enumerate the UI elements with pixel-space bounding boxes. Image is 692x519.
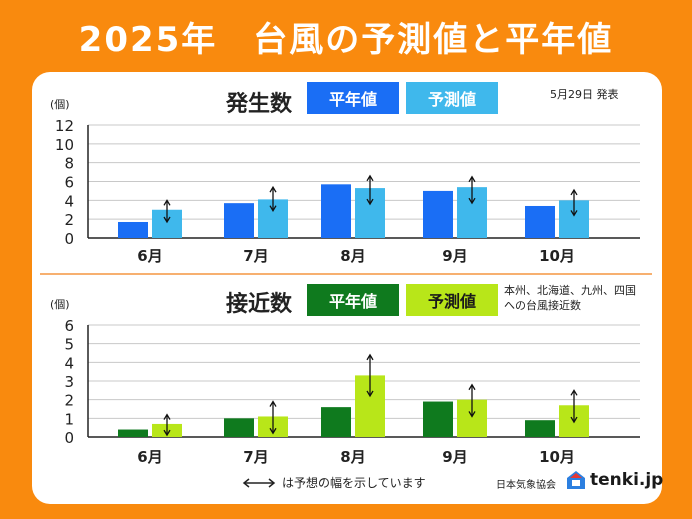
- gen-ytick-label: 12: [55, 117, 74, 135]
- gen-ytick-label: 8: [64, 155, 74, 173]
- app-category-label: 8月: [340, 448, 365, 466]
- app-category-label: 7月: [243, 448, 268, 466]
- app-ytick-label: 1: [64, 410, 74, 428]
- gen-range-arrow-head-top: [269, 185, 277, 193]
- app-ytick-label: 6: [64, 317, 74, 335]
- app-category-label: 6月: [137, 448, 162, 466]
- gen-ytick-label: 0: [64, 230, 74, 248]
- gen-range-arrow-head-top: [163, 199, 171, 206]
- app-ytick-label: 5: [64, 336, 74, 354]
- gen-range-arrow-head-top: [366, 174, 374, 182]
- gen-category-label: 9月: [442, 247, 467, 265]
- gen-range-arrow-head-bottom: [468, 197, 476, 205]
- app-ytick-label: 3: [64, 373, 74, 391]
- page-title: 2025年 台風の予測値と平年値: [78, 19, 614, 60]
- range-legend: は予想の幅を示しています: [242, 474, 426, 491]
- app-range-arrow-head-top: [570, 389, 578, 396]
- gen-category-label: 8月: [340, 247, 365, 265]
- gen-ytick-label: 6: [64, 174, 74, 192]
- app-ytick-label: 2: [64, 392, 74, 410]
- app-bar-normal: [423, 401, 453, 437]
- approach-note-line-2: への台風接近数: [504, 299, 581, 312]
- range-legend-text: は予想の幅を示しています: [282, 476, 426, 490]
- gen-bar-normal: [118, 221, 148, 238]
- gen-bar-normal: [525, 205, 555, 238]
- jwa-credit: 日本気象協会: [496, 480, 556, 491]
- app-range-arrow-head-bottom: [366, 390, 374, 398]
- gen-bar-normal: [423, 190, 453, 238]
- app-section-title: 接近数: [226, 292, 293, 317]
- section-divider: [40, 273, 652, 275]
- gen-range-arrow-head-bottom: [163, 216, 171, 224]
- app-range-arrow-head-top: [269, 400, 277, 407]
- gen-unit-label: (個): [50, 98, 70, 111]
- gen-ytick-label: 4: [64, 192, 74, 210]
- tenki-logo: tenki.jp: [566, 470, 663, 490]
- app-bar-normal: [118, 429, 148, 437]
- app-ytick-label: 4: [64, 354, 74, 372]
- issue-date: 5月29日 発表: [550, 88, 619, 101]
- gen-range-arrow-head-bottom: [269, 205, 277, 212]
- app-bar-normal: [224, 418, 254, 437]
- app-ytick-label: 0: [64, 429, 74, 447]
- gen-legend-normal: 平年値: [307, 82, 399, 114]
- gen-ytick-label: 2: [64, 211, 74, 229]
- gen-range-arrow-head-top: [468, 175, 476, 183]
- tenki-logo-text: tenki.jp: [590, 470, 664, 490]
- approach-note: 本州、北海道、九州、四国 への台風接近数: [504, 283, 636, 313]
- approach-note-line-1: 本州、北海道、九州、四国: [504, 284, 636, 297]
- gen-range-arrow-head-bottom: [366, 198, 374, 206]
- app-range-arrow-head-top: [366, 353, 374, 361]
- double-arrow-icon: [242, 477, 276, 488]
- gen-category-label: 6月: [137, 247, 162, 265]
- gen-category-label: 10月: [539, 247, 575, 265]
- app-range-arrow-head-bottom: [269, 427, 277, 435]
- app-category-label: 10月: [539, 448, 575, 466]
- gen-range-arrow-head-bottom: [570, 210, 578, 217]
- gen-legend-forecast: 予測値: [406, 82, 498, 114]
- app-unit-label: (個): [50, 298, 70, 311]
- gen-section-title: 発生数: [226, 92, 293, 117]
- app-range-arrow-head-bottom: [570, 416, 578, 424]
- gen-bar-normal: [321, 184, 351, 238]
- app-range-arrow-head-bottom: [468, 411, 476, 418]
- app-range-arrow-head-top: [468, 383, 476, 391]
- app-bar-normal: [525, 420, 555, 437]
- app-range-arrow-head-top: [163, 413, 171, 420]
- gen-ytick-label: 10: [55, 136, 74, 154]
- gen-category-label: 7月: [243, 247, 268, 265]
- gen-range-arrow-head-top: [570, 188, 578, 196]
- app-category-label: 9月: [442, 448, 467, 466]
- app-range-arrow-head-bottom: [163, 429, 171, 437]
- tenki-house-icon: [567, 471, 585, 489]
- gen-bar-normal: [224, 203, 254, 238]
- app-legend-normal: 平年値: [307, 284, 399, 316]
- app-bar-normal: [321, 407, 351, 437]
- app-legend-forecast: 予測値: [406, 284, 498, 316]
